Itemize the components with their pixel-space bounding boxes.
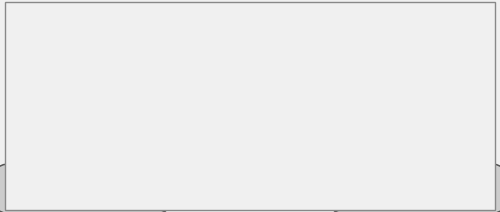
FancyBboxPatch shape	[0, 164, 168, 212]
Text: Stop diuretics and nephrotoxic drugs

Treat potential triggers

Administer plasm: Stop diuretics and nephrotoxic drugs Tre…	[154, 65, 346, 132]
Text: Response:
Exclude HRS: Response: Exclude HRS	[38, 175, 126, 203]
FancyBboxPatch shape	[110, 54, 390, 143]
FancyBboxPatch shape	[332, 164, 500, 212]
Text: Acute kidney injury in
cirrhotic patients: Acute kidney injury in cirrhotic patient…	[186, 17, 314, 45]
Text: No response:
treat as HRS: No response: treat as HRS	[372, 175, 464, 203]
FancyBboxPatch shape	[170, 11, 330, 51]
